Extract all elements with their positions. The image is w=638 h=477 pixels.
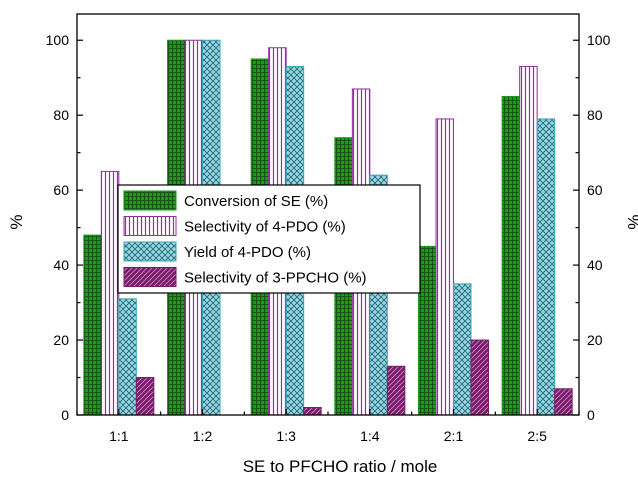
- bar-1-1-series-3: [118, 298, 137, 416]
- bar-2-5-series-2: [519, 65, 538, 416]
- y-tick-label-left: 20: [53, 332, 69, 348]
- x-tick-label: 1:4: [360, 428, 380, 444]
- y-axis-title: %: [7, 214, 26, 229]
- legend-label: Yield of 4-PDO (%): [184, 244, 311, 261]
- legend-label: Conversion of SE (%): [184, 193, 328, 210]
- legend-label: Selectivity of 4-PDO (%): [184, 219, 346, 236]
- bar-1-1-series-2: [100, 170, 120, 416]
- bar-2-5-series-3: [536, 118, 556, 416]
- legend-swatch: [123, 216, 177, 236]
- y-tick-label-left: 60: [53, 182, 69, 198]
- y-tick-label-left: 40: [53, 257, 69, 273]
- y-tick-label-right: 60: [587, 182, 603, 198]
- legend-swatch: [123, 267, 177, 287]
- bar-2-5-series-1: [501, 95, 521, 416]
- y-tick-label-right: 20: [587, 332, 603, 348]
- y-tick-label-right: 100: [587, 32, 611, 48]
- y-tick-label-left: 100: [46, 32, 70, 48]
- x-tick-label: 1:2: [193, 428, 213, 444]
- y-tick-label-right: 0: [587, 407, 595, 423]
- bar-1-4-series-4: [386, 365, 406, 416]
- right-axis: 0 20 40 60 80 100: [573, 32, 611, 423]
- bar-2-1-series-2: [435, 118, 454, 416]
- legend-swatch: [123, 241, 177, 262]
- bar-2-5-series-4: [554, 388, 573, 416]
- legend-label: Selectivity of 3-PPCHO (%): [184, 270, 367, 287]
- bar-1-1-series-4: [135, 377, 155, 416]
- y-tick-label-right: 40: [587, 257, 603, 273]
- y-tick-label-left: 80: [53, 107, 69, 123]
- bar-1-3-series-4: [303, 407, 322, 416]
- x-axis: 1:1 1:2 1:3 1:4 2:1 2:5: [76, 409, 580, 444]
- bar-2-1-series-4: [470, 339, 489, 416]
- y-axis-title-right: %: [624, 214, 638, 229]
- left-axis: 0 20 40 60 80 100: [46, 32, 83, 423]
- x-axis-title: SE to PFCHO ratio / mole: [243, 457, 438, 476]
- x-tick-label: 1:3: [276, 428, 296, 444]
- x-tick-label: 2:1: [444, 428, 464, 444]
- bar-1-1-series-1: [83, 234, 102, 416]
- legend: Conversion of SE (%) Selectivity of 4-PDO…: [117, 184, 421, 294]
- x-tick-label: 2:5: [527, 428, 547, 444]
- y-tick-label-right: 80: [587, 107, 603, 123]
- bar-2-1-series-3: [453, 283, 472, 416]
- x-tick-label: 1:1: [109, 428, 129, 444]
- legend-swatch: [123, 190, 177, 211]
- bar-2-1-series-1: [418, 245, 437, 416]
- y-tick-label-left: 0: [61, 407, 69, 423]
